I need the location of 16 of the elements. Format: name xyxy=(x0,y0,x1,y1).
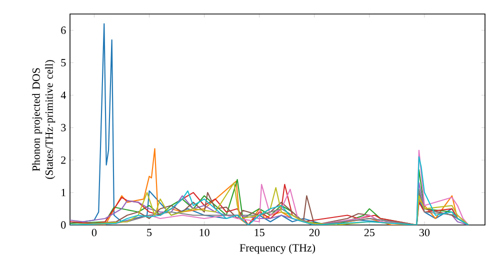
y-tick-label: 4 xyxy=(60,92,66,99)
x-axis-title: Frequency (THz) xyxy=(240,244,316,254)
y-tick-label: 2 xyxy=(61,156,66,164)
x-tick-label: 5 xyxy=(147,228,152,236)
x-tick-label: 15 xyxy=(254,228,264,236)
x-tick-label: 10 xyxy=(200,228,210,236)
y-tick-label: 1 xyxy=(62,188,66,196)
y-tick-label: 5 xyxy=(61,59,66,66)
x-tick-label: 30 xyxy=(419,228,430,236)
x-tick-label: 20 xyxy=(309,228,320,236)
y-tick-label: 6 xyxy=(61,26,66,34)
x-tick-label: 0 xyxy=(92,228,97,236)
y-axis-title: Phonon projected DOS (States/THz·primitive cell) xyxy=(32,60,56,179)
x-tick-label: 25 xyxy=(364,228,374,236)
y-tick-label: 0 xyxy=(61,221,66,229)
y-tick-label: 3 xyxy=(61,124,66,132)
